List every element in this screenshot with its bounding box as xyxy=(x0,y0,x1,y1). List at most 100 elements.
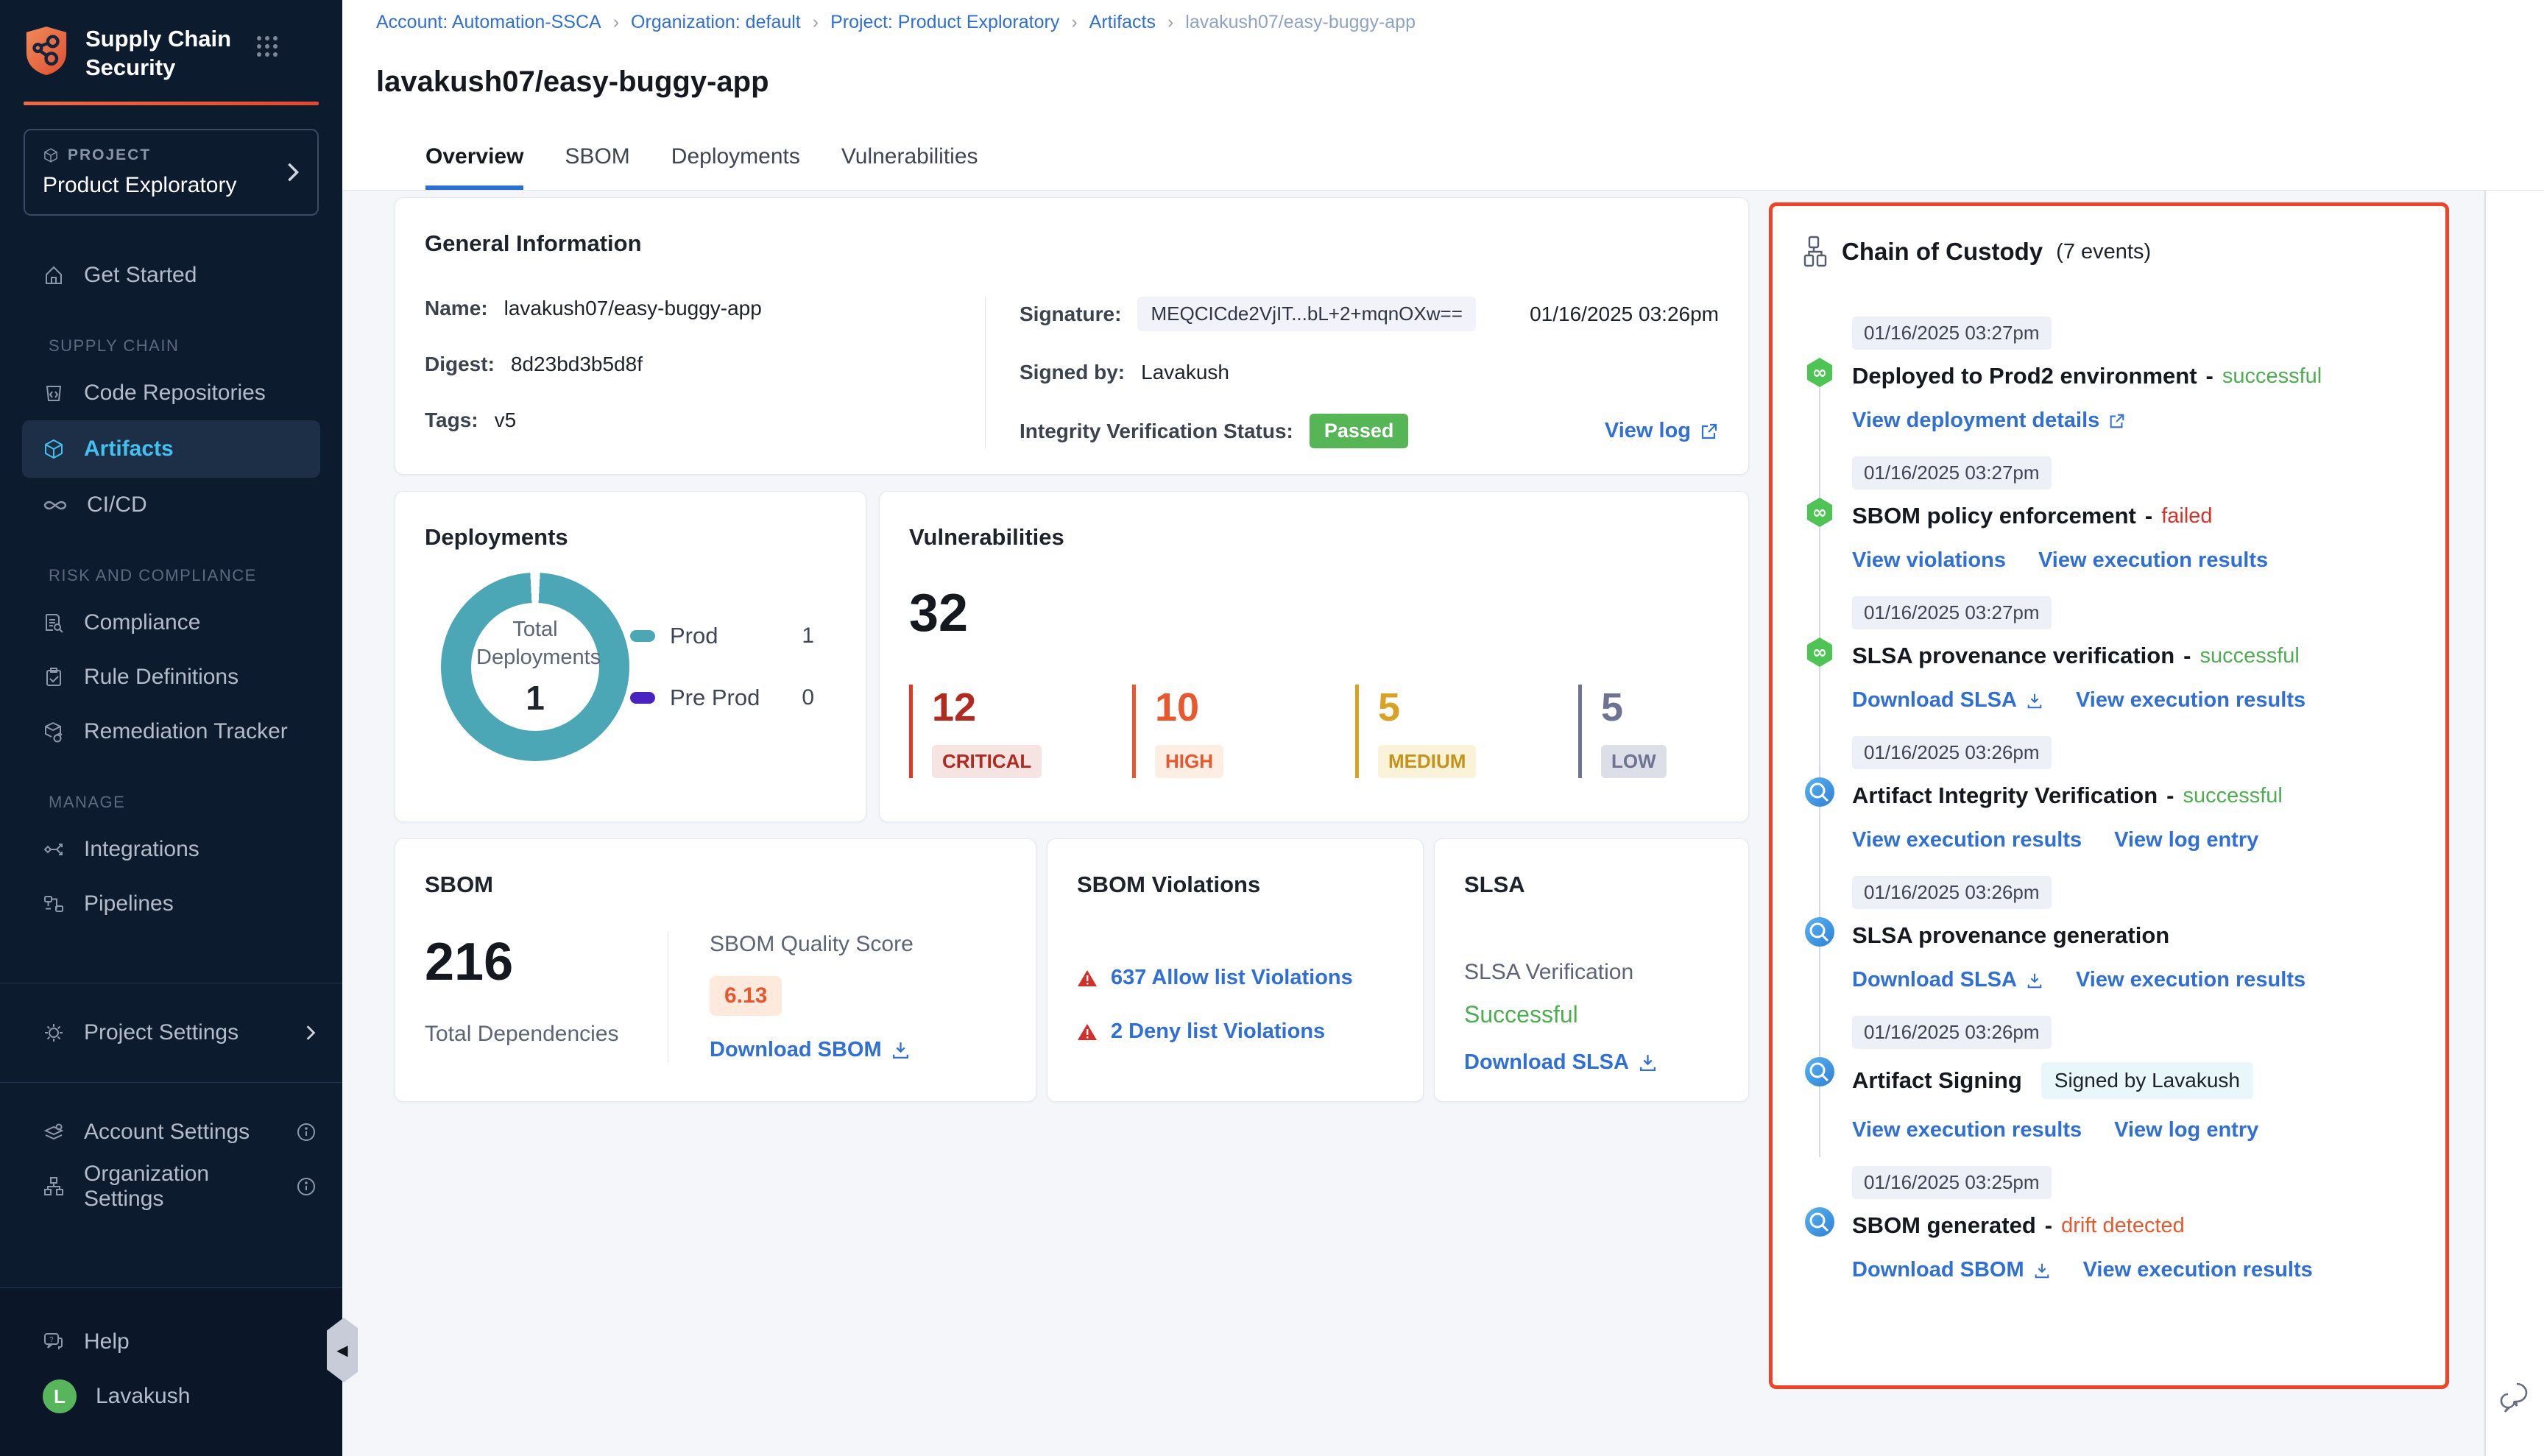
event-title: SLSA provenance verification xyxy=(1852,643,2175,668)
svg-text:?: ? xyxy=(49,1336,54,1344)
info-icon[interactable] xyxy=(297,1177,316,1196)
event-status: failed xyxy=(2161,503,2213,528)
signature-value[interactable]: MEQCICde2VjIT...bL+2+mqnOXw== xyxy=(1137,297,1476,331)
info-icon[interactable] xyxy=(297,1123,316,1142)
chain-event-slsa-verification: ∞ 01/16/2025 03:27pm SLSA provenance ver… xyxy=(1803,596,2414,713)
org-settings-icon xyxy=(43,1176,65,1198)
breadcrumb-organization[interactable]: Organization: default xyxy=(631,12,801,32)
slsa-verification-status: Successful xyxy=(1464,1001,1578,1028)
sidebar-item-rule-definitions[interactable]: Rule Definitions xyxy=(0,650,342,704)
chain-event-integrity-verification: 01/16/2025 03:26pm Artifact Integrity Ve… xyxy=(1803,736,2414,852)
view-execution-results-link[interactable]: View execution results xyxy=(2075,688,2306,712)
card-title: General Information xyxy=(425,230,642,256)
svg-text:∞: ∞ xyxy=(1812,502,1827,523)
clipboard-check-icon xyxy=(43,666,65,688)
tab-sbom[interactable]: SBOM xyxy=(565,144,630,169)
download-sbom-link[interactable]: Download SBOM xyxy=(710,1038,911,1062)
view-execution-results-link[interactable]: View execution results xyxy=(1852,1118,2082,1142)
event-status: drift detected xyxy=(2061,1213,2185,1237)
download-slsa-link[interactable]: Download SLSA xyxy=(1464,1050,1658,1075)
feedback-chat-icon[interactable] xyxy=(2496,1381,2534,1418)
sidebar-collapse-handle[interactable]: ◀ xyxy=(327,1318,358,1382)
allow-list-violations-link[interactable]: 637 Allow list Violations xyxy=(1111,966,1353,989)
event-timestamp: 01/16/2025 03:27pm xyxy=(1852,456,2052,490)
sidebar-item-help[interactable]: ? Help xyxy=(0,1315,342,1369)
event-title: Deployed to Prod2 environment xyxy=(1852,363,2197,389)
scan-step-icon xyxy=(1803,776,1836,808)
sidebar-header: Supply Chain Security xyxy=(0,0,342,82)
view-violations-link[interactable]: View violations xyxy=(1852,548,2006,572)
user-name: Lavakush xyxy=(96,1384,191,1408)
sidebar-item-cicd[interactable]: CI/CD xyxy=(0,478,342,532)
avatar: L xyxy=(43,1379,77,1413)
view-execution-results-link[interactable]: View execution results xyxy=(2075,968,2306,992)
external-link-icon xyxy=(2108,412,2126,430)
high-count: 10 xyxy=(1155,685,1200,729)
chain-event-deployment: ∞ 01/16/2025 03:27pm Deployed to Prod2 e… xyxy=(1803,317,2414,433)
deny-list-violations-row: 2 Deny list Violations xyxy=(1077,1019,1393,1044)
breadcrumb-artifacts[interactable]: Artifacts xyxy=(1089,12,1156,32)
breadcrumb-project[interactable]: Project: Product Exploratory xyxy=(830,12,1060,32)
project-label: PROJECT xyxy=(68,146,152,163)
signed-by-badge: Signed by Lavakush xyxy=(2041,1062,2253,1099)
download-slsa-link[interactable]: Download SLSA xyxy=(1852,688,2043,713)
sidebar-item-account-settings[interactable]: Account Settings xyxy=(0,1105,342,1159)
view-execution-results-link[interactable]: View execution results xyxy=(2038,548,2269,572)
pipelines-icon xyxy=(43,893,65,915)
event-title: SBOM policy enforcement xyxy=(1852,503,2136,529)
vulnerabilities-total: 32 xyxy=(909,584,969,643)
artifact-name-value: lavakush07/easy-buggy-app xyxy=(504,297,762,319)
signed-by-value: Lavakush xyxy=(1141,361,1229,384)
pipeline-stage-icon: ∞ xyxy=(1803,496,1836,529)
tab-vulnerabilities[interactable]: Vulnerabilities xyxy=(841,144,978,169)
severity-medium: 5 MEDIUM xyxy=(1355,685,1496,778)
project-selector[interactable]: PROJECT Product Exploratory xyxy=(24,128,319,216)
sidebar-item-get-started[interactable]: Get Started xyxy=(0,248,342,303)
card-title: SBOM xyxy=(425,872,493,897)
breadcrumb-account[interactable]: Account: Automation-SSCA xyxy=(376,12,601,32)
slsa-card: SLSA SLSA Verification Successful Downlo… xyxy=(1434,838,1749,1102)
sidebar-item-pipelines[interactable]: Pipelines xyxy=(0,877,342,931)
hierarchy-icon xyxy=(1803,236,1829,268)
box-remediation-icon xyxy=(43,721,65,743)
medium-count: 5 xyxy=(1378,685,1401,729)
view-log-entry-link[interactable]: View log entry xyxy=(2114,828,2259,852)
view-execution-results-link[interactable]: View execution results xyxy=(1852,828,2082,852)
event-title: Artifact Signing xyxy=(1852,1067,2022,1093)
tab-deployments[interactable]: Deployments xyxy=(671,144,800,169)
sbom-quality-score-label: SBOM Quality Score xyxy=(710,932,914,956)
download-slsa-link[interactable]: Download SLSA xyxy=(1852,968,2043,992)
event-timestamp: 01/16/2025 03:27pm xyxy=(1852,317,2052,350)
total-dependencies-label: Total Dependencies xyxy=(425,1022,619,1046)
download-icon xyxy=(2033,1262,2051,1279)
breadcrumb-current: lavakush07/easy-buggy-app xyxy=(1185,12,1416,32)
event-count: (7 events) xyxy=(2056,239,2152,264)
sidebar-item-remediation-tracker[interactable]: Remediation Tracker xyxy=(0,704,342,759)
home-icon xyxy=(43,264,65,286)
svg-text:∞: ∞ xyxy=(1812,642,1827,662)
sidebar-item-project-settings[interactable]: Project Settings xyxy=(0,1006,342,1060)
sidebar-item-compliance[interactable]: Compliance xyxy=(0,596,342,650)
chain-event-slsa-generation: 01/16/2025 03:26pm SLSA provenance gener… xyxy=(1803,876,2414,992)
sidebar-item-artifacts[interactable]: Artifacts xyxy=(22,420,320,478)
gear-icon xyxy=(43,1022,65,1044)
sidebar-item-organization-settings[interactable]: Organization Settings xyxy=(0,1159,342,1214)
deny-list-violations-link[interactable]: 2 Deny list Violations xyxy=(1111,1019,1326,1043)
view-log-link[interactable]: View log xyxy=(1605,419,1719,443)
severity-low: 5 LOW xyxy=(1578,685,1719,778)
chevron-right-icon xyxy=(286,162,300,183)
event-timestamp: 01/16/2025 03:25pm xyxy=(1852,1166,2052,1199)
sidebar-item-code-repositories[interactable]: Code Repositories xyxy=(0,366,342,420)
module-grid-icon[interactable] xyxy=(256,35,278,57)
sidebar-item-integrations[interactable]: Integrations xyxy=(0,822,342,877)
tab-overview[interactable]: Overview xyxy=(425,144,524,190)
view-log-entry-link[interactable]: View log entry xyxy=(2114,1118,2259,1142)
view-execution-results-link[interactable]: View execution results xyxy=(2082,1258,2313,1282)
download-sbom-link[interactable]: Download SBOM xyxy=(1852,1258,2051,1282)
view-deployment-details-link[interactable]: View deployment details xyxy=(1852,409,2126,433)
chevron-right-icon xyxy=(305,1025,316,1041)
user-menu[interactable]: L Lavakush xyxy=(0,1369,342,1424)
nav-heading-manage: MANAGE xyxy=(49,792,126,811)
breadcrumb-separator: › xyxy=(1167,12,1174,32)
sbom-card: SBOM 216 Total Dependencies SBOM Quality… xyxy=(395,838,1036,1102)
